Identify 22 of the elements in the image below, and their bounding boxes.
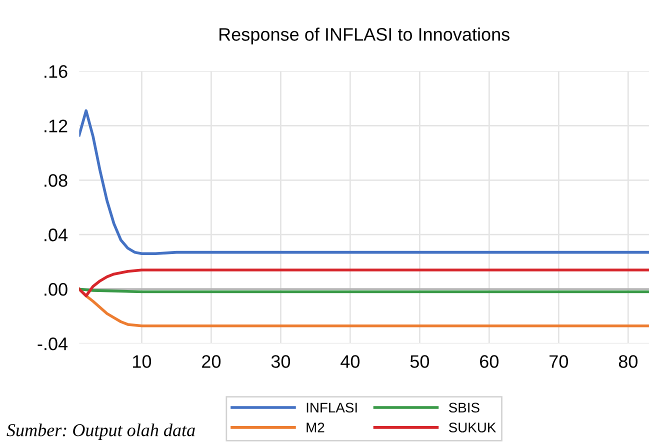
legend-label: SUKUK [448,422,496,432]
x-tick-label: 70 [550,355,568,368]
x-tick-label: 30 [271,355,290,368]
text: Sumber: Output olah data [6,424,195,440]
x-tick-label: 60 [480,355,499,368]
line-series [79,268,649,298]
x-tick-label: 50 [410,355,430,368]
x-tick-label: 40 [340,355,360,368]
chart-title: Response of INFLASI to Innovations [220,28,510,44]
legend-label: M2 [306,422,324,432]
line-series [79,109,649,256]
y-tick-label: .08 [44,174,68,187]
x-tick-label: 80 [618,355,638,368]
y-tick-label: -.04 [38,337,68,350]
y-tick-label: .12 [44,120,68,132]
y-tick-label: .00 [44,283,68,296]
legend-label: SBIS [448,402,480,413]
y-tick-label: .04 [44,228,68,242]
x-tick-label: 20 [202,355,221,368]
x-tick-label: 10 [133,355,152,368]
legend-label: INFLASI [306,402,357,413]
y-tick-label: .16 [44,65,68,78]
